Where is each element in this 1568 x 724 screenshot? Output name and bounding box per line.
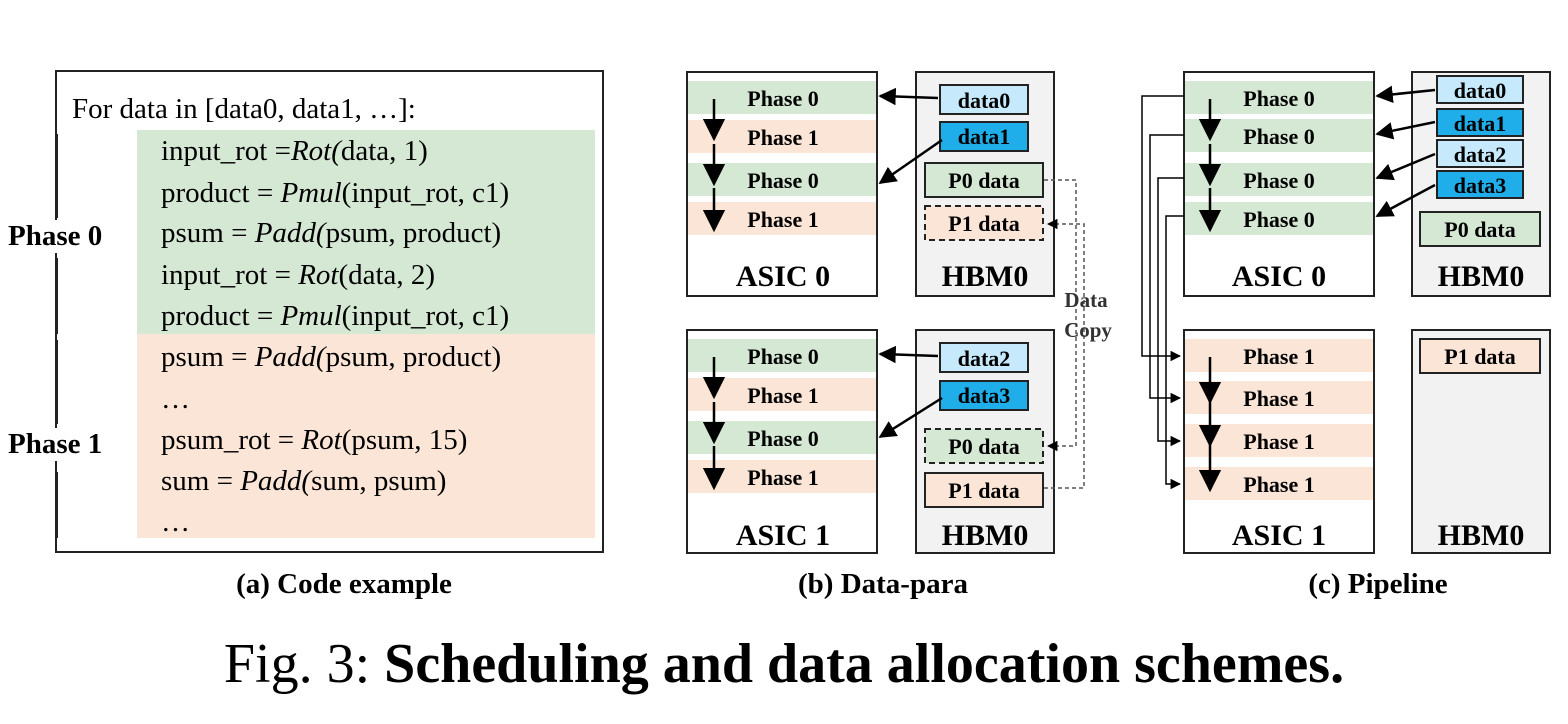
code-line: input_rot =Rot(data, 1) [161,135,428,167]
phase-row [688,339,876,372]
code-line: input_rot = Rot(data, 2) [161,259,436,291]
phase-label: Phase 0 [747,86,819,111]
phase-label: Phase 0 [747,344,819,369]
load-arrow [878,396,943,439]
phase1-label: Phase 1 [6,428,105,461]
phase0-code-region [137,130,595,334]
phase-label: Phase 0 [747,426,819,451]
p0-store [924,162,1044,198]
phase-label: Phase 1 [747,207,819,232]
data-label: data3 [1454,173,1507,198]
phase1-bracket-top [56,340,58,424]
data-copy-arrow [1044,218,1085,489]
data-label: data1 [958,124,1011,149]
code-line: product = Pmul(input_rot, c1) [161,177,510,209]
data-copy-label: Copy [1064,318,1112,342]
pipeline-forward-arrow [1157,177,1184,447]
phase-row [1185,81,1373,114]
data-label: data0 [1454,78,1507,103]
code-line: … [161,506,190,538]
store-label: P1 data [1444,344,1516,369]
code-header: For data in [data0, data1, …]: [72,93,416,125]
data-copy-arrow [1044,179,1077,452]
code-line: psum = Padd(psum, product) [161,341,502,373]
caption-code-example: (a) Code example [236,568,452,600]
data-block-dark [1436,108,1524,137]
data-block-light [1436,139,1524,168]
phase-label: Phase 0 [747,168,819,193]
data-block-light [1436,75,1524,104]
code-line: sum = Padd(sum, psum) [161,465,447,497]
hbm-label: HBM0 [1438,260,1525,293]
asic-label: ASIC 0 [1232,260,1326,293]
phase-label: Phase 0 [1243,168,1315,193]
phase-row [688,81,876,114]
phase-label: Phase 1 [1243,344,1315,369]
load-arrow [1375,183,1436,218]
data-label: data1 [1454,111,1507,136]
load-arrow [1375,85,1436,104]
code-line: psum_rot = Rot(psum, 15) [161,424,468,456]
load-arrow [1375,152,1436,181]
hbm-label: HBM0 [942,260,1029,293]
phase1-bracket-bottom [56,472,58,538]
figure-caption: Fig. 3: Scheduling and data allocation s… [223,633,1345,695]
code-line: … [161,383,190,415]
p0-store-copy [924,428,1044,464]
load-arrow [1375,120,1436,140]
phase-row [1185,339,1373,372]
data-block-dark [1436,170,1524,199]
hbm-label: HBM0 [1438,519,1525,552]
data-label: data0 [958,88,1011,113]
p0-store [1419,211,1541,247]
p1-store-copy [924,205,1044,241]
pipeline-forward-arrow [1141,95,1184,362]
store-label: P1 data [948,478,1020,503]
phase-label: Phase 0 [1243,86,1315,111]
phase0-bracket-bottom [56,258,58,334]
phase-label: Phase 1 [747,125,819,150]
phase-label: Phase 1 [747,383,819,408]
asic-label: ASIC 0 [736,260,830,293]
asic-label: ASIC 1 [1232,519,1326,552]
phase-label: Phase 0 [1243,124,1315,149]
p1-store [1419,338,1541,374]
data-label: data2 [1454,142,1507,167]
data-label: data2 [958,346,1011,371]
caption-data-para: (b) Data-para [798,568,968,600]
load-arrow [878,345,939,364]
asic-label: ASIC 1 [736,519,830,552]
load-arrow [878,87,939,106]
phase1-code-region [137,334,595,538]
data-block-dark [939,121,1029,152]
caption-pipeline: (c) Pipeline [1308,568,1448,600]
phase-label: Phase 1 [747,465,819,490]
code-line: product = Pmul(input_rot, c1) [161,300,510,332]
phase-label: Phase 1 [1243,429,1315,454]
store-label: P0 data [1444,217,1516,242]
store-label: P0 data [948,168,1020,193]
data-copy-label: Data [1064,288,1108,312]
phase-label: Phase 1 [1243,472,1315,497]
store-label: P0 data [948,434,1020,459]
phase-label: Phase 0 [1243,207,1315,232]
data-block-light [939,84,1029,115]
phase0-bracket-top [56,134,58,218]
p1-store [924,472,1044,508]
code-line: psum = Padd(psum, product) [161,217,502,249]
data-block-light [939,342,1029,373]
data-label: data3 [958,383,1011,408]
pipeline-forward-arrow [1149,134,1184,404]
phase-label: Phase 1 [1243,386,1315,411]
pipeline-forward-arrow [1165,215,1184,490]
data-block-dark [939,380,1029,411]
store-label: P1 data [948,211,1020,236]
phase0-label: Phase 0 [6,220,105,253]
hbm-label: HBM0 [942,519,1029,552]
load-arrow [878,138,943,185]
